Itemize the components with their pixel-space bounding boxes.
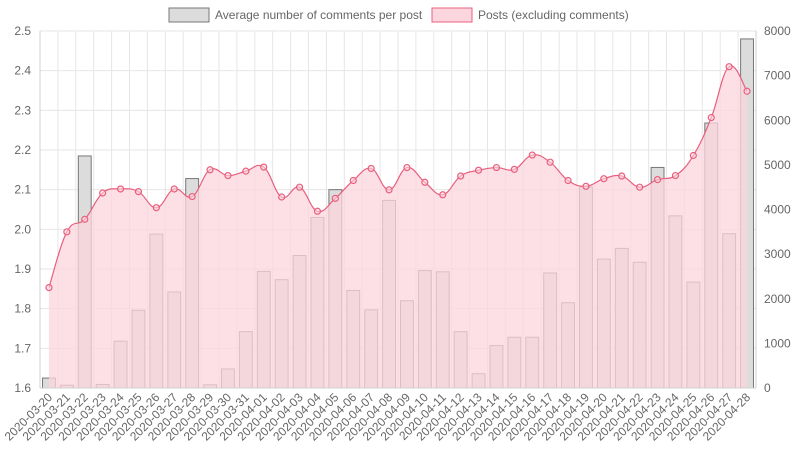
area-point (99, 189, 107, 197)
area-point (725, 63, 733, 71)
area-point (618, 172, 626, 180)
area-point (707, 113, 715, 122)
right-tick-label: 6000 (764, 113, 791, 127)
area-point (582, 182, 590, 190)
area-series (48, 65, 748, 388)
right-tick-label: 4000 (764, 203, 791, 217)
left-tick-label: 2.0 (14, 222, 31, 236)
area-point (45, 283, 53, 292)
area-point (242, 167, 250, 175)
area-point (170, 185, 178, 193)
legend-label-posts: Posts (excluding comments) (478, 8, 629, 22)
axes (39, 31, 757, 389)
left-axis-ticks: 1.6 1.7 1.8 1.9 2.0 2.1 2.2 2.3 2.4 2.5 (14, 24, 31, 395)
legend-item-comments[interactable]: Average number of comments per post (168, 7, 423, 23)
area-point (743, 87, 751, 95)
legend-swatch-posts (431, 7, 473, 23)
area-point (224, 171, 232, 180)
area-point (331, 194, 339, 202)
area-point (63, 228, 71, 236)
area-point (421, 178, 429, 186)
left-tick-label: 1.9 (14, 262, 31, 276)
area-point (188, 192, 196, 201)
area-point (116, 185, 125, 193)
area-fill (48, 65, 748, 388)
area-point (546, 158, 554, 166)
right-tick-label: 3000 (764, 247, 791, 261)
area-point (260, 163, 268, 171)
area-point (689, 151, 697, 160)
left-tick-label: 2.1 (14, 183, 31, 197)
area-point (278, 193, 286, 201)
left-tick-label: 2.4 (14, 64, 31, 78)
area-point (600, 175, 608, 183)
area-point (671, 171, 680, 180)
left-tick-label: 1.6 (14, 381, 31, 395)
area-point (653, 176, 662, 184)
area-point (81, 215, 89, 223)
area-point (403, 163, 411, 172)
right-tick-label: 2000 (764, 292, 791, 306)
legend: Average number of comments per post Post… (168, 7, 629, 23)
area-point (457, 172, 465, 180)
legend-swatch-comments (168, 7, 210, 23)
area-point (439, 191, 447, 199)
right-tick-label: 5000 (764, 158, 791, 172)
area-point (528, 151, 536, 159)
x-axis-ticks: 2020-03-202020-03-212020-03-222020-03-23… (2, 390, 754, 444)
legend-label-comments: Average number of comments per post (215, 8, 423, 22)
area-point (510, 165, 518, 173)
area-point (385, 186, 393, 194)
left-tick-label: 1.7 (14, 341, 31, 355)
area-point (295, 183, 304, 191)
right-tick-label: 8000 (764, 24, 791, 38)
area-point (349, 176, 357, 185)
left-tick-label: 2.2 (14, 143, 31, 157)
left-tick-label: 2.3 (14, 103, 31, 117)
left-tick-label: 1.8 (14, 302, 31, 316)
area-points (45, 63, 751, 292)
area-point (492, 163, 501, 172)
area-point (206, 166, 214, 174)
left-tick-label: 2.5 (14, 24, 31, 38)
right-tick-label: 0 (764, 381, 771, 395)
area-line (48, 65, 748, 288)
area-point (367, 164, 375, 173)
area-point (636, 183, 644, 191)
right-tick-label: 1000 (764, 336, 791, 350)
area-point (152, 204, 160, 212)
area-point (564, 176, 572, 185)
area-point (313, 207, 322, 215)
legend-item-posts[interactable]: Posts (excluding comments) (431, 7, 629, 23)
area-point (474, 166, 483, 174)
area-point (134, 188, 143, 196)
right-tick-label: 7000 (764, 69, 791, 83)
right-axis-ticks: 0 1000 2000 3000 4000 5000 6000 7000 8000 (764, 24, 791, 395)
